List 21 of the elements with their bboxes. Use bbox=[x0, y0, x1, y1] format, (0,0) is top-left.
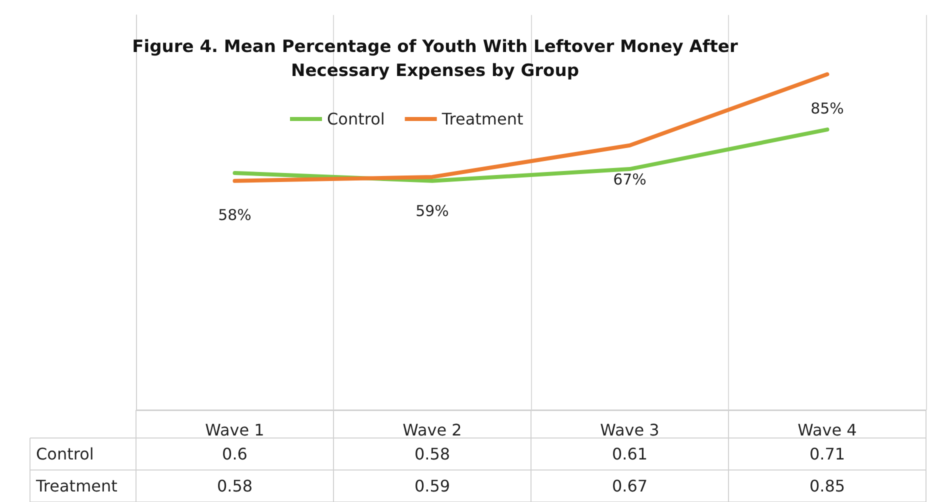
legend-label: Control bbox=[327, 110, 385, 128]
x-tick-label: Wave 4 bbox=[798, 420, 857, 440]
data-label: 0.6 bbox=[222, 444, 248, 464]
text: Control bbox=[36, 444, 94, 464]
x-tick-label: Wave 2 bbox=[402, 420, 462, 440]
legend-label: Treatment bbox=[440, 110, 524, 128]
text: Treatment bbox=[36, 476, 118, 496]
data-label: 0.59 bbox=[414, 476, 450, 496]
chart-title: Figure 4. Mean Percentage of Youth With Leftover Money After Necessary Expenses by Group bbox=[132, 37, 738, 81]
data-label: 0.85 bbox=[809, 476, 846, 496]
data-label: 0.58 bbox=[414, 444, 450, 464]
x-tick-label: Wave 3 bbox=[600, 420, 660, 440]
annotation: 59% bbox=[416, 202, 449, 220]
data-label: 0.58 bbox=[216, 476, 253, 496]
data-label: 0.71 bbox=[809, 444, 846, 464]
data-label: 0.61 bbox=[612, 444, 648, 464]
annotation: 85% bbox=[810, 99, 844, 118]
annotation: 67% bbox=[613, 170, 646, 188]
annotation: 58% bbox=[218, 206, 252, 224]
data-label: 0.67 bbox=[612, 476, 648, 496]
x-tick-label: Wave 1 bbox=[205, 420, 264, 440]
